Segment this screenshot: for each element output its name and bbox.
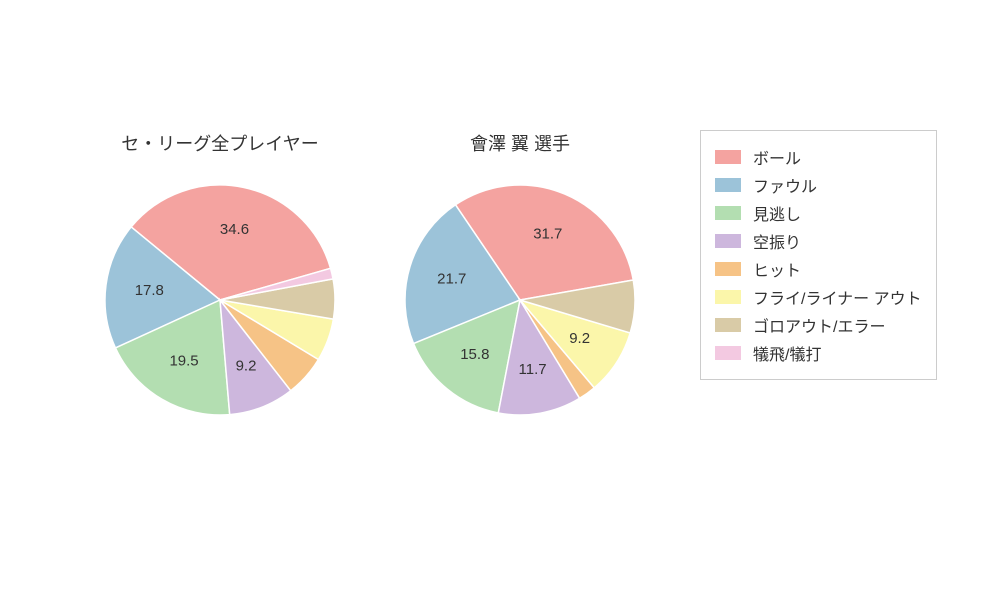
- legend-swatch-hit: [715, 262, 741, 276]
- legend-label-swing: 空振り: [753, 229, 801, 253]
- slice-label-player-ball: 31.7: [533, 225, 562, 242]
- slice-label-player-foul: 21.7: [437, 270, 466, 287]
- slice-label-player-swing: 11.7: [519, 361, 547, 378]
- legend-swatch-flyout: [715, 290, 741, 304]
- slice-label-player-flyout: 9.2: [569, 330, 590, 347]
- slice-label-league-ball: 34.6: [220, 221, 249, 238]
- slice-label-player-looking: 15.8: [460, 346, 489, 363]
- legend-swatch-swing: [715, 234, 741, 248]
- legend-item-swing: 空振り: [715, 229, 922, 253]
- legend-swatch-sacrifice: [715, 346, 741, 360]
- legend-item-sacrifice: 犠飛/犠打: [715, 341, 922, 365]
- legend-item-hit: ヒット: [715, 257, 922, 281]
- legend-label-flyout: フライ/ライナー アウト: [753, 285, 922, 309]
- legend: ボールファウル見逃し空振りヒットフライ/ライナー アウトゴロアウト/エラー犠飛/…: [700, 130, 937, 380]
- legend-swatch-looking: [715, 206, 741, 220]
- legend-label-hit: ヒット: [753, 257, 801, 281]
- slice-label-league-looking: 19.5: [169, 353, 198, 370]
- legend-swatch-ball: [715, 150, 741, 164]
- legend-label-ball: ボール: [753, 145, 801, 169]
- slice-label-league-swing: 9.2: [236, 357, 257, 374]
- legend-item-foul: ファウル: [715, 173, 922, 197]
- legend-item-looking: 見逃し: [715, 201, 922, 225]
- legend-label-looking: 見逃し: [753, 201, 801, 225]
- legend-label-foul: ファウル: [753, 173, 817, 197]
- legend-item-ball: ボール: [715, 145, 922, 169]
- slice-label-league-foul: 17.8: [135, 282, 164, 299]
- legend-item-groundout: ゴロアウト/エラー: [715, 313, 922, 337]
- legend-item-flyout: フライ/ライナー アウト: [715, 285, 922, 309]
- legend-label-sacrifice: 犠飛/犠打: [753, 341, 821, 365]
- chart-stage: セ・リーグ全プレイヤー 會澤 翼 選手 34.617.819.59.231.72…: [0, 0, 1000, 600]
- legend-swatch-foul: [715, 178, 741, 192]
- legend-label-groundout: ゴロアウト/エラー: [753, 313, 885, 337]
- legend-swatch-groundout: [715, 318, 741, 332]
